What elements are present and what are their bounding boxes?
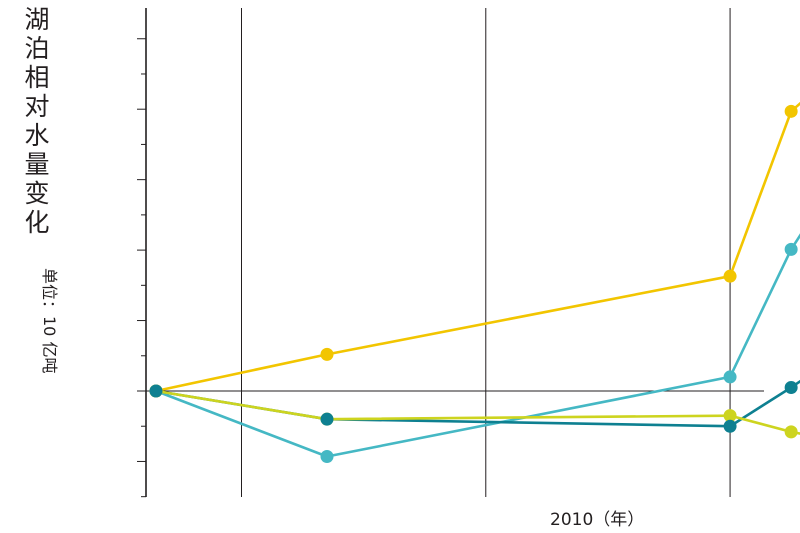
y-axis-title-char: 化 (24, 208, 49, 237)
y-axis-title-char: 泊 (24, 34, 49, 63)
axes (137, 8, 764, 498)
point-B1-1 (320, 450, 334, 464)
point-B2-1 (320, 412, 334, 426)
point-A-1 (320, 347, 334, 361)
y-axis-title-char: 水 (24, 121, 49, 150)
point-B2-2 (723, 419, 737, 433)
point-A-2 (723, 269, 737, 283)
series-line-B1 (155, 233, 800, 458)
series-line-A (155, 101, 800, 393)
point-B2-0 (149, 384, 163, 398)
y-axis-title-char: 量 (24, 150, 49, 179)
y-axis-title-char: 湖 (24, 5, 49, 34)
y-axis-title-char: 相 (24, 63, 49, 92)
point-B1-3 (784, 242, 798, 256)
series-points (149, 104, 798, 464)
y-axis-title-char: 对 (24, 92, 49, 121)
y-axis-unit: 单位：10 亿吨 (40, 268, 59, 373)
series-lines (155, 101, 800, 458)
point-C-2 (723, 409, 737, 423)
point-B2-3 (784, 380, 798, 394)
series-line-B2 (155, 379, 800, 428)
point-C-3 (784, 425, 798, 439)
y-axis-title-char: 变 (24, 179, 49, 208)
point-A-3 (784, 104, 798, 118)
point-B1-2 (723, 370, 737, 384)
x-axis-tick-label-2010: 2010（年） (550, 510, 644, 530)
